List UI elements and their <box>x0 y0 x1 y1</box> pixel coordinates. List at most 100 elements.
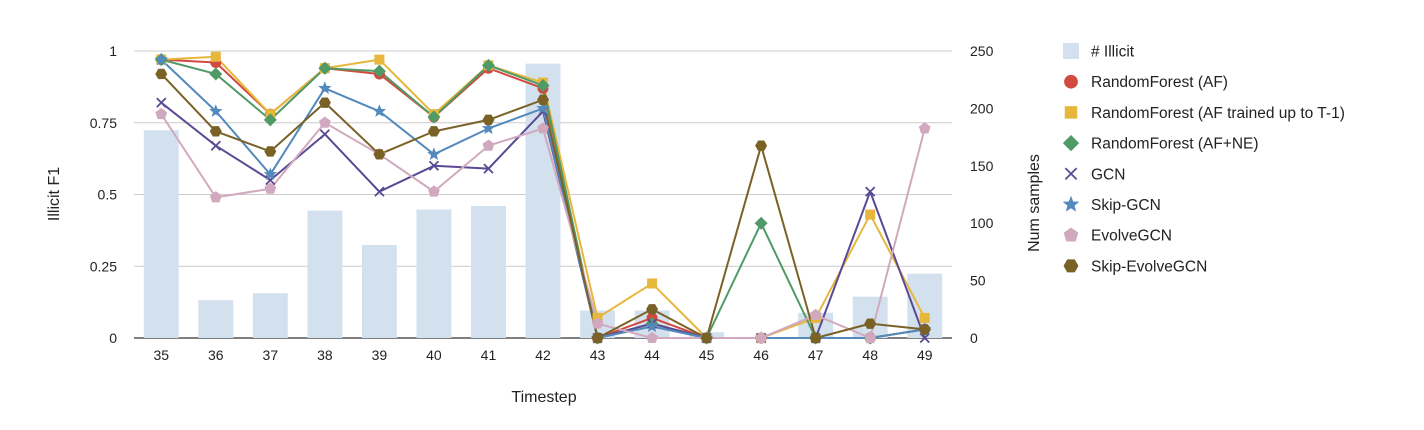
series-point <box>919 312 930 323</box>
legend-label: GCN <box>1091 166 1125 183</box>
series-point <box>536 78 550 92</box>
series-point <box>374 186 385 197</box>
illicit-bars <box>143 63 943 339</box>
legend-marker <box>1062 134 1080 152</box>
x-tick-label: 49 <box>917 347 933 363</box>
series-point <box>209 104 223 117</box>
series-point <box>754 216 768 230</box>
series-markers <box>154 51 932 345</box>
y-right-tick-label: 250 <box>970 43 994 59</box>
series-point <box>591 317 604 329</box>
y-right-tick-label: 150 <box>970 158 994 174</box>
series-point <box>428 185 440 197</box>
illicit-bar <box>252 293 288 338</box>
series-point <box>427 147 441 160</box>
legend-label: RandomForest (AF) <box>1091 74 1228 91</box>
illicit-bar <box>198 300 234 338</box>
x-tick-label: 46 <box>753 347 769 363</box>
y-right-tick-label: 0 <box>970 330 978 346</box>
series-point <box>209 191 222 203</box>
series-point <box>264 146 277 157</box>
legend-swatch <box>1063 43 1079 59</box>
x-axis-title: Timestep <box>511 389 576 406</box>
illicit-bar <box>416 209 452 338</box>
series-point <box>483 163 494 174</box>
series-point <box>482 139 495 151</box>
series-point <box>264 182 277 194</box>
x-tick-label: 48 <box>862 347 878 363</box>
series-point <box>156 97 167 108</box>
legend-marker <box>1064 74 1078 89</box>
series-point <box>864 331 877 344</box>
x-tick-label: 37 <box>263 347 279 363</box>
y-right-tick-label: 50 <box>970 273 986 289</box>
axes: Timestep Illicit F1 Num samples 0 0.25 0.5… <box>46 43 1043 406</box>
legend-label: Skip-GCN <box>1091 197 1161 214</box>
x-tick-label: 39 <box>372 347 388 363</box>
x-tick-label: 45 <box>699 347 715 363</box>
legend-label: # Illicit <box>1091 44 1135 61</box>
legend-marker <box>1063 259 1079 273</box>
series-point <box>427 126 440 137</box>
series-point <box>209 67 223 81</box>
series-point <box>755 331 768 344</box>
y-left-tick-label: 0 <box>109 330 117 346</box>
x-tick-label: 44 <box>644 347 660 363</box>
series-point <box>318 116 331 128</box>
series-point <box>918 122 931 134</box>
series-point <box>481 58 495 72</box>
series-point <box>755 140 768 151</box>
series-point <box>646 331 658 344</box>
y-left-tick-label: 0.25 <box>90 258 117 274</box>
legend-label: RandomForest (AF+NE) <box>1091 136 1259 153</box>
series-point <box>263 113 277 127</box>
x-tick-label: 38 <box>317 347 333 363</box>
series-point <box>210 140 221 151</box>
y-left-tick-label: 0.5 <box>98 187 118 203</box>
y-right-tick-label: 200 <box>970 100 994 116</box>
x-tick-label: 36 <box>208 347 224 363</box>
series-point <box>864 318 877 329</box>
x-tick-label: 41 <box>481 347 497 363</box>
y-left-tick-label: 1 <box>109 43 117 59</box>
series-point <box>646 304 659 315</box>
series-point <box>263 167 277 181</box>
illicit-bar <box>361 245 397 338</box>
series-point <box>865 186 876 197</box>
legend-label: RandomForest (AF trained up to T-1) <box>1091 105 1345 122</box>
series-point <box>210 51 221 62</box>
series-point <box>155 68 168 80</box>
illicit-bar <box>471 205 506 338</box>
series-point <box>700 332 713 344</box>
series-point <box>865 209 876 220</box>
series-point <box>809 308 822 321</box>
x-tick-label: 40 <box>426 347 442 363</box>
legend: # Illicit RandomForest (AF) RandomForest (… <box>1062 43 1345 275</box>
y-left-tick-label: 0.75 <box>90 115 117 131</box>
series-point <box>482 114 495 126</box>
series-point <box>155 107 168 120</box>
series-point <box>645 319 659 333</box>
illicit-bar <box>143 130 179 338</box>
series-point <box>319 129 331 140</box>
series-point <box>318 97 331 108</box>
series-point <box>647 278 658 289</box>
series-point <box>537 94 549 105</box>
series-point <box>919 332 930 344</box>
series-point <box>373 149 386 160</box>
legend-marker <box>1064 167 1078 181</box>
illicit-bar <box>307 210 343 338</box>
y-axis-left-title: Illicit F1 <box>46 167 63 221</box>
series-point <box>374 54 385 65</box>
series-point <box>427 110 441 124</box>
x-tick-label: 35 <box>153 347 169 363</box>
series-point <box>591 332 604 344</box>
series-point <box>209 126 222 137</box>
series-point <box>481 121 496 135</box>
series-point <box>318 61 332 75</box>
series-point <box>809 332 822 344</box>
x-tick-label: 47 <box>808 347 824 363</box>
x-tick-label: 42 <box>535 347 551 363</box>
legend-marker <box>1062 195 1080 212</box>
